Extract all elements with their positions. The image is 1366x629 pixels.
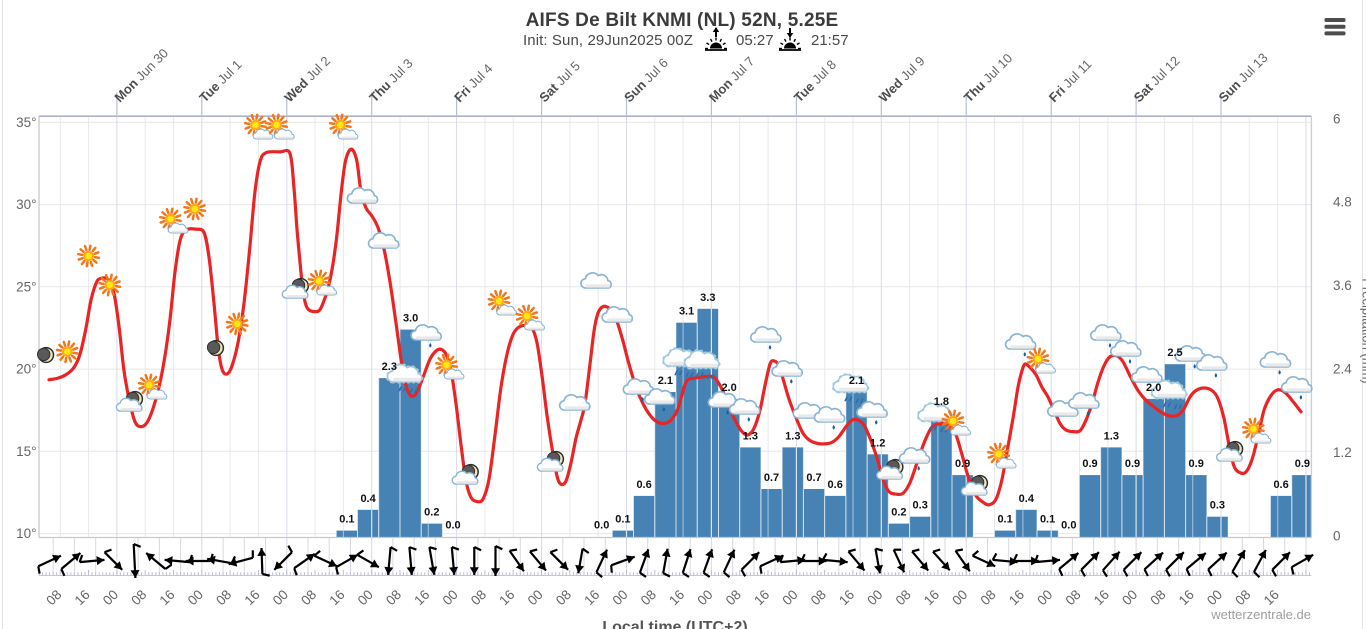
svg-text:21:57: 21:57 [811, 32, 849, 49]
svg-text:0.1: 0.1 [615, 514, 630, 526]
svg-text:2.4: 2.4 [1333, 362, 1352, 377]
svg-text:0.0: 0.0 [594, 520, 609, 532]
svg-text:3.1: 3.1 [679, 306, 694, 318]
svg-text:0.1: 0.1 [1040, 514, 1055, 526]
svg-text:1.3: 1.3 [785, 430, 800, 442]
svg-text:2.1: 2.1 [658, 375, 673, 387]
svg-text:0.9: 0.9 [1189, 458, 1204, 470]
svg-text:0.6: 0.6 [828, 479, 843, 491]
svg-text:0.2: 0.2 [424, 507, 439, 519]
svg-text:25°: 25° [16, 279, 36, 294]
svg-text:Init: Sun, 29Jun2025 00Z: Init: Sun, 29Jun2025 00Z [523, 32, 693, 49]
svg-text:2.3: 2.3 [382, 361, 397, 373]
svg-text:2.5: 2.5 [1167, 347, 1182, 359]
svg-text:30°: 30° [16, 197, 36, 212]
svg-text:2.1: 2.1 [849, 375, 864, 387]
svg-text:0.1: 0.1 [339, 514, 354, 526]
svg-text:0.0: 0.0 [445, 520, 460, 532]
svg-text:3.3: 3.3 [700, 292, 715, 304]
svg-text:2.0: 2.0 [1146, 382, 1161, 394]
svg-text:0.6: 0.6 [1273, 479, 1288, 491]
svg-text:20°: 20° [16, 362, 36, 377]
svg-text:0: 0 [1333, 528, 1341, 543]
svg-text:1.2: 1.2 [1333, 445, 1352, 460]
svg-text:05:27: 05:27 [736, 32, 774, 49]
svg-text:1.2: 1.2 [870, 437, 885, 449]
svg-text:0.3: 0.3 [913, 500, 928, 512]
svg-text:15°: 15° [16, 444, 36, 459]
svg-text:Local time (UTC+2): Local time (UTC+2) [602, 619, 747, 629]
svg-text:0.9: 0.9 [1295, 458, 1310, 470]
svg-text:0.1: 0.1 [997, 514, 1012, 526]
svg-text:0.2: 0.2 [891, 507, 906, 519]
svg-text:1.8: 1.8 [934, 396, 949, 408]
svg-text:1.3: 1.3 [1104, 430, 1119, 442]
svg-text:4.8: 4.8 [1333, 195, 1352, 210]
svg-text:0.7: 0.7 [764, 472, 779, 484]
svg-text:0.9: 0.9 [955, 458, 970, 470]
svg-text:Precipitation (mm): Precipitation (mm) [1360, 278, 1366, 383]
svg-text:wetterzentrale.de: wetterzentrale.de [1210, 607, 1311, 622]
svg-text:0.7: 0.7 [806, 472, 821, 484]
svg-text:2.0: 2.0 [721, 382, 736, 394]
svg-text:0.0: 0.0 [1061, 520, 1076, 532]
svg-text:AIFS De Bilt KNMI (NL) 52N, 5.: AIFS De Bilt KNMI (NL) 52N, 5.25E [526, 10, 839, 31]
svg-text:0.4: 0.4 [1019, 493, 1035, 505]
svg-text:0.9: 0.9 [1125, 458, 1140, 470]
svg-text:3.0: 3.0 [403, 313, 418, 325]
svg-text:0.4: 0.4 [360, 493, 376, 505]
svg-text:0.9: 0.9 [1082, 458, 1097, 470]
svg-text:6: 6 [1333, 111, 1341, 126]
svg-text:1.3: 1.3 [743, 430, 758, 442]
svg-text:35°: 35° [16, 115, 36, 130]
svg-text:10°: 10° [16, 526, 36, 541]
svg-text:0.6: 0.6 [636, 479, 651, 491]
svg-text:3.6: 3.6 [1333, 278, 1352, 293]
svg-text:0.3: 0.3 [1210, 500, 1225, 512]
